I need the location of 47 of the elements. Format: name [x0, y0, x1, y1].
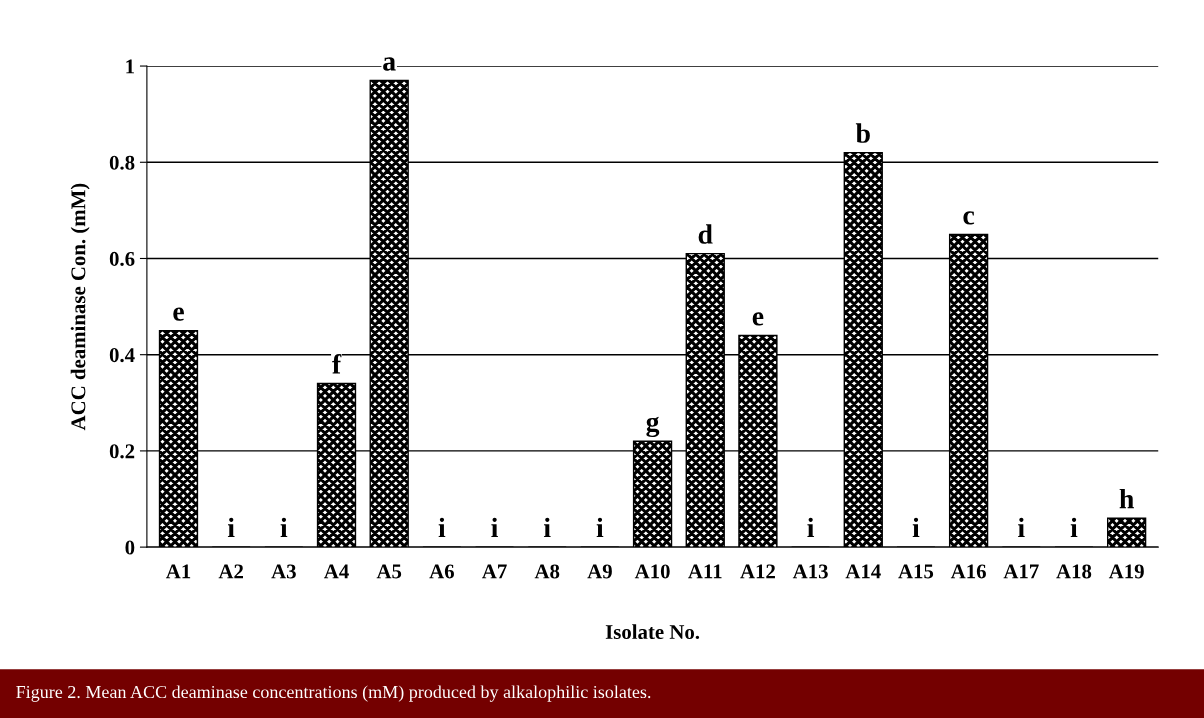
annotation: i — [543, 517, 551, 538]
x-tick-label: A6 — [429, 564, 454, 579]
x-tick-label: A9 — [587, 564, 612, 579]
x-tick-label: A16 — [950, 564, 986, 579]
annotation: i — [1018, 517, 1025, 538]
y-tick-label: 0.6 — [109, 251, 135, 266]
x-tick-label: A7 — [482, 564, 507, 579]
y-tick-label: 0.4 — [109, 348, 135, 363]
x-tick-label: A11 — [688, 564, 722, 579]
caption: Figure 2. Mean ACC deaminase concentrations (mM) produced by alkalophilic isolates. — [16, 685, 651, 702]
x-tick-label: A8 — [534, 564, 560, 579]
annotation: i — [227, 517, 235, 538]
annotation: d — [698, 224, 713, 244]
x-tick-label: A17 — [1003, 564, 1039, 579]
annotation: i — [280, 517, 288, 538]
annotation: i — [491, 517, 498, 538]
annotation: i — [912, 517, 920, 538]
x-tick-label: A5 — [376, 564, 402, 579]
x-tick-label: A19 — [1108, 564, 1144, 579]
annotation: i — [807, 517, 815, 538]
x-tick-label: A1 — [165, 564, 191, 579]
annotation: i — [1070, 517, 1078, 538]
y-tick-label: 0.8 — [109, 155, 135, 170]
x-tick-label: A4 — [323, 564, 349, 579]
annotation: b — [855, 123, 870, 143]
x-tick-label: A12 — [740, 564, 775, 579]
annotation: e — [173, 307, 184, 321]
x-tick-label: A10 — [634, 564, 670, 579]
annotation: i — [438, 517, 446, 538]
annotation: i — [596, 517, 604, 538]
x-tick-label: A15 — [898, 564, 934, 579]
y-tick-label: 0 — [125, 540, 135, 555]
annotation: a — [383, 57, 396, 71]
y-axis-title: ACC deaminase Con. (mM) — [70, 183, 90, 431]
y-tick-label: 1 — [126, 59, 134, 74]
x-tick-label: A18 — [1056, 564, 1092, 579]
y-tick-label: 0.2 — [109, 444, 135, 459]
annotation: c — [963, 211, 975, 225]
x-tick-label: A13 — [792, 564, 828, 579]
annotation: f — [332, 353, 342, 374]
x-axis-title: Isolate No. — [605, 624, 700, 640]
annotation: h — [1119, 488, 1134, 509]
annotation: g — [646, 416, 660, 438]
x-tick-label: A3 — [271, 564, 296, 579]
x-tick-label: A14 — [845, 564, 881, 579]
annotation: e — [752, 312, 764, 326]
x-tick-label: A2 — [218, 564, 243, 579]
